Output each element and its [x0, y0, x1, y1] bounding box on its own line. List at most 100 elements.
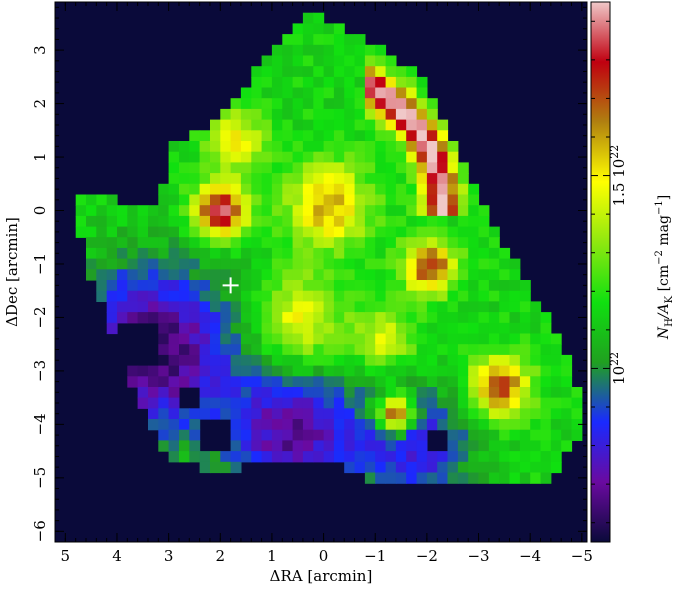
heatmap-cell: [117, 215, 128, 228]
heatmap-cell: [437, 280, 449, 292]
heatmap-cell: [148, 408, 159, 420]
heatmap-cell: [189, 290, 201, 302]
heatmap-cell: [148, 215, 159, 228]
heatmap-cell: [148, 237, 159, 249]
heatmap-cell: [313, 354, 325, 367]
heatmap-cell: [168, 344, 180, 356]
heatmap-cell: [416, 354, 428, 367]
heatmap-cell: [282, 173, 294, 185]
heatmap-cell: [302, 419, 314, 431]
heatmap-cell: [261, 141, 273, 153]
heatmap-cell: [261, 280, 273, 292]
heatmap-cell: [426, 472, 438, 484]
colorbar-tick-label: 1022: [608, 352, 628, 385]
heatmap-cell: [282, 429, 294, 441]
heatmap-cell: [313, 280, 325, 292]
heatmap-cell: [199, 301, 211, 313]
heatmap-cell: [137, 280, 149, 292]
heatmap-cell: [168, 280, 180, 292]
heatmap-cell: [271, 301, 283, 313]
heatmap-cell: [344, 66, 356, 78]
heatmap-cell: [302, 365, 314, 377]
heatmap-cell: [251, 87, 263, 99]
heatmap-cell: [509, 258, 521, 270]
heatmap-cell: [240, 354, 252, 367]
heatmap-cell: [251, 194, 263, 206]
heatmap-cell: [271, 365, 283, 377]
heatmap-cell: [385, 183, 397, 196]
heatmap-cell: [488, 237, 500, 249]
heatmap-cell: [344, 34, 356, 46]
heatmap-cell: [333, 173, 345, 185]
heatmap-cell: [168, 151, 180, 163]
heatmap-cell: [437, 258, 449, 270]
heatmap-cell: [437, 151, 449, 163]
heatmap-cell: [499, 429, 511, 441]
heatmap-cell: [210, 258, 221, 270]
heatmap-cell: [364, 151, 376, 163]
heatmap-cell: [385, 237, 397, 249]
heatmap-cell: [364, 205, 376, 217]
heatmap-cell: [385, 226, 397, 238]
heatmap-cell: [220, 237, 232, 249]
heatmap-cell: [148, 280, 159, 292]
heatmap-cell: [220, 130, 232, 142]
heatmap-cell: [550, 365, 562, 377]
heatmap-cell: [364, 419, 376, 431]
heatmap-cell: [292, 322, 304, 335]
heatmap-cell: [437, 333, 449, 345]
heatmap-cell: [271, 151, 283, 163]
heatmap-cell: [158, 226, 170, 238]
heatmap-cell: [395, 119, 407, 131]
heatmap-cell: [261, 162, 273, 174]
heatmap-cell: [158, 205, 170, 217]
heatmap-cell: [375, 215, 387, 228]
heatmap-cell: [261, 130, 273, 142]
heatmap-cell: [86, 258, 97, 270]
heatmap-cell: [282, 440, 294, 452]
heatmap-cell: [282, 162, 294, 174]
heatmap-cell: [530, 376, 542, 388]
heatmap-cell: [540, 387, 552, 399]
heatmap-cell: [457, 162, 469, 174]
heatmap-cell: [406, 183, 418, 196]
y-tick-label: 2: [31, 99, 49, 109]
heatmap-cell: [96, 290, 108, 302]
heatmap-cell: [251, 322, 263, 335]
heatmap-cell: [395, 173, 407, 185]
heatmap-cell: [395, 226, 407, 238]
heatmap-cell: [385, 408, 397, 420]
heatmap-cell: [344, 387, 356, 399]
heatmap-cell: [106, 280, 118, 292]
heatmap-cell: [333, 215, 345, 228]
heatmap-cell: [282, 237, 294, 249]
heatmap-cell: [210, 237, 221, 249]
heatmap-cell: [488, 440, 500, 452]
heatmap-cell: [230, 269, 242, 281]
heatmap-cell: [468, 194, 480, 206]
heatmap-cell: [199, 333, 211, 345]
heatmap-cell: [282, 66, 294, 78]
heatmap-cell: [179, 344, 190, 356]
heatmap-cell: [199, 461, 211, 474]
heatmap-cell: [426, 408, 438, 420]
heatmap-cell: [189, 237, 201, 249]
heatmap-cell: [240, 376, 252, 388]
heatmap-cell: [179, 215, 190, 228]
heatmap-cell: [488, 354, 500, 367]
heatmap-cell: [344, 344, 356, 356]
heatmap-cell: [540, 365, 552, 377]
heatmap-cell: [561, 408, 573, 420]
heatmap-cell: [457, 429, 469, 441]
heatmap-cell: [251, 397, 263, 409]
heatmap-cell: [364, 44, 376, 57]
heatmap-cell: [106, 322, 118, 335]
heatmap-cell: [117, 247, 128, 260]
heatmap-cell: [416, 440, 428, 452]
heatmap-cell: [251, 290, 263, 302]
heatmap-cell: [292, 119, 304, 131]
heatmap-cell: [292, 301, 304, 313]
heatmap-cell: [499, 461, 511, 474]
heatmap-cell: [509, 376, 521, 388]
heatmap-cell: [385, 130, 397, 142]
